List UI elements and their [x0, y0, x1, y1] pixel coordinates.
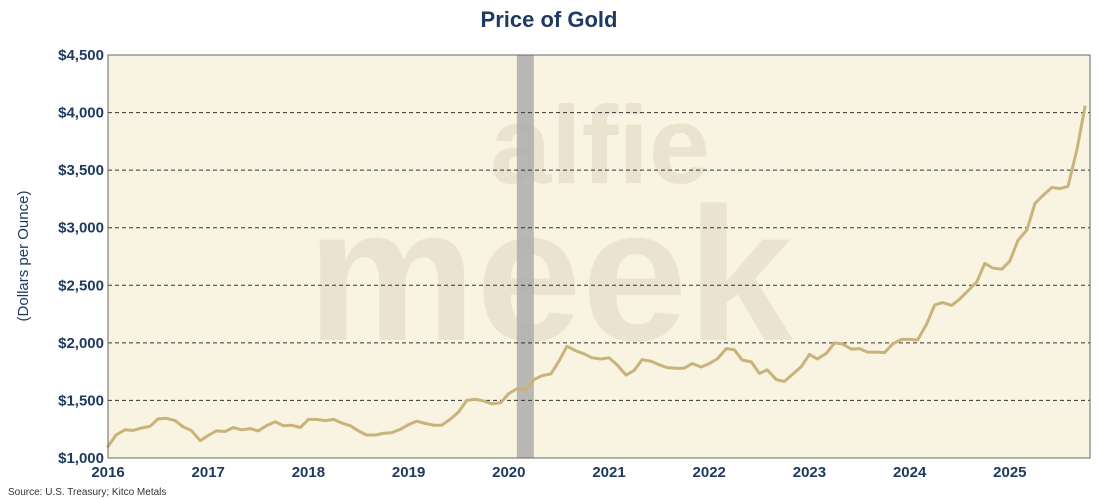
source-note: Source: U.S. Treasury; Kitco Metals [8, 487, 166, 498]
y-tick-label: $2,000 [58, 335, 104, 352]
x-tick-label: 2021 [592, 464, 625, 481]
plot-border [107, 54, 1091, 459]
x-tick-label: 2023 [793, 464, 826, 481]
x-tick-label: 2024 [893, 464, 927, 481]
x-tick-label: 2016 [91, 464, 124, 481]
y-tick-label: $3,500 [58, 162, 104, 179]
y-tick-label: $3,000 [58, 220, 104, 237]
y-tick-label: $4,500 [58, 47, 104, 64]
x-tick-label: 2022 [693, 464, 726, 481]
gridlines [108, 112, 1090, 401]
x-tick-label: 2020 [492, 464, 525, 481]
series-line-gold-price [106, 105, 1087, 448]
x-tick-label: 2018 [292, 464, 325, 481]
shaded-period [516, 55, 534, 458]
x-axis-ticks: 2016 2017 2018 2019 2020 2021 2022 2023 2024 2025 [91, 464, 1026, 481]
x-tick-label: 2019 [392, 464, 425, 481]
y-tick-label: $1,000 [58, 450, 104, 467]
y-tick-label: $4,000 [58, 105, 104, 122]
watermark: alfie meek [307, 84, 793, 381]
x-tick-label: 2017 [192, 464, 225, 481]
y-axis-ticks: $1,000 $1,500 $2,000 $2,500 $3,000 $3,500 $4,0… [58, 47, 104, 467]
plot-area [108, 55, 1090, 458]
y-tick-label: $1,500 [58, 392, 104, 409]
y-axis-label: (Dollars per Ounce) [15, 191, 32, 322]
watermark-word-meek: meek [307, 169, 793, 381]
y-tick-label: $2,500 [58, 277, 104, 294]
chart-title: Price of Gold [481, 7, 618, 32]
x-tick-label: 2025 [993, 464, 1026, 481]
